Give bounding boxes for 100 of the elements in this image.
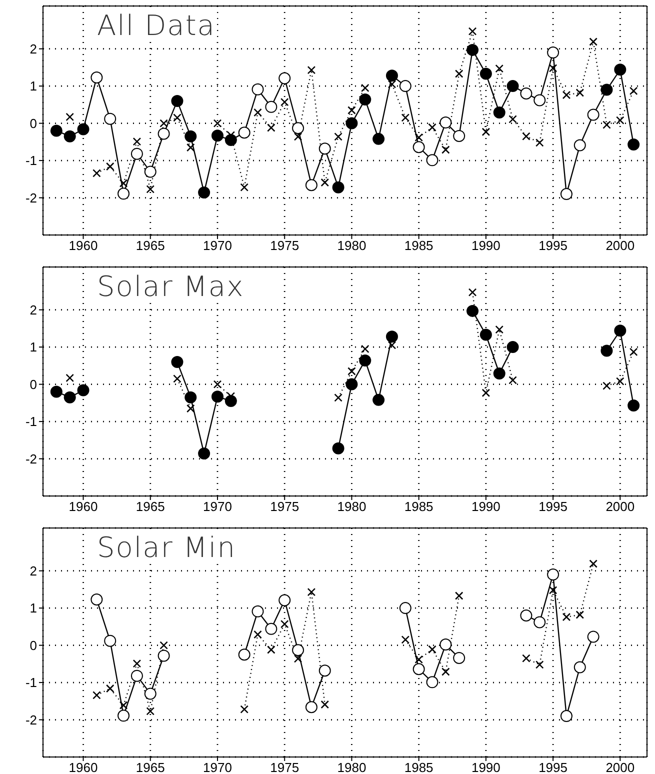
point bbox=[238, 126, 250, 139]
point bbox=[508, 376, 517, 384]
point bbox=[77, 384, 90, 396]
point bbox=[560, 188, 572, 200]
x-tick-label: 2000 bbox=[606, 238, 635, 254]
point bbox=[360, 344, 370, 354]
x-tick-label: 1970 bbox=[203, 499, 232, 514]
x-tick-label: 1965 bbox=[136, 499, 165, 514]
x-tick-label: 1995 bbox=[538, 238, 568, 254]
point bbox=[442, 146, 450, 154]
point bbox=[386, 330, 398, 343]
point bbox=[495, 325, 504, 334]
point bbox=[90, 71, 103, 84]
x-tick-label: 1980 bbox=[337, 760, 366, 774]
point bbox=[602, 120, 611, 129]
x-tick-label: 1990 bbox=[471, 499, 500, 514]
point bbox=[547, 568, 560, 581]
point bbox=[412, 141, 425, 154]
x-tick-label: 1970 bbox=[203, 238, 232, 254]
point bbox=[535, 660, 544, 669]
point bbox=[560, 710, 572, 722]
point bbox=[454, 592, 464, 600]
point bbox=[160, 119, 168, 128]
point bbox=[399, 80, 412, 92]
point bbox=[104, 634, 116, 647]
point bbox=[278, 594, 291, 606]
point bbox=[348, 367, 356, 376]
point bbox=[453, 652, 466, 664]
point bbox=[171, 356, 184, 368]
point bbox=[119, 179, 128, 188]
y-tick-label: 0 bbox=[30, 116, 37, 131]
chart-title: Solar Min bbox=[95, 531, 238, 564]
point bbox=[173, 374, 182, 383]
point bbox=[305, 701, 318, 714]
point bbox=[66, 374, 74, 382]
point bbox=[401, 636, 410, 644]
point bbox=[92, 169, 101, 178]
point bbox=[535, 138, 544, 147]
point bbox=[629, 86, 638, 96]
point bbox=[574, 661, 586, 674]
point bbox=[104, 112, 116, 125]
point bbox=[562, 90, 571, 100]
y-tick-label: 1 bbox=[30, 600, 37, 616]
x-tick-label: 1985 bbox=[404, 499, 434, 514]
x-tick-label: 1975 bbox=[270, 238, 300, 254]
y-tick-label: -2 bbox=[25, 712, 37, 728]
point bbox=[426, 154, 438, 166]
point bbox=[211, 390, 224, 403]
point bbox=[213, 380, 222, 388]
chart-title: Solar Max bbox=[95, 270, 246, 303]
point bbox=[92, 691, 101, 700]
point bbox=[307, 588, 316, 596]
x-tick-label: 1990 bbox=[471, 238, 500, 254]
point bbox=[372, 394, 385, 406]
point bbox=[482, 388, 490, 398]
point bbox=[587, 108, 600, 121]
point bbox=[294, 132, 302, 141]
point bbox=[146, 707, 155, 716]
x-tick-label: 1965 bbox=[136, 238, 165, 254]
point bbox=[548, 64, 558, 72]
point bbox=[587, 630, 600, 643]
x-tick-label: 1970 bbox=[203, 760, 232, 774]
x-tick-label: 1960 bbox=[68, 238, 98, 254]
point bbox=[160, 641, 168, 650]
point bbox=[198, 448, 210, 460]
point bbox=[454, 70, 464, 78]
point bbox=[522, 132, 530, 140]
point bbox=[453, 130, 466, 142]
point bbox=[158, 128, 170, 140]
point bbox=[547, 46, 560, 59]
y-tick-label: 2 bbox=[30, 302, 37, 318]
point bbox=[307, 66, 316, 74]
point bbox=[522, 654, 530, 662]
point bbox=[401, 114, 410, 122]
point bbox=[506, 341, 519, 354]
point bbox=[576, 610, 584, 619]
point bbox=[482, 128, 490, 136]
x-tick-label: 2000 bbox=[606, 499, 635, 514]
point bbox=[616, 377, 624, 386]
point bbox=[186, 143, 195, 152]
point bbox=[252, 605, 264, 618]
point bbox=[428, 645, 436, 654]
point bbox=[132, 659, 142, 668]
point bbox=[240, 183, 248, 192]
x-tick-label: 1995 bbox=[538, 499, 568, 514]
y-tick-label: -2 bbox=[25, 190, 37, 206]
point bbox=[254, 108, 262, 117]
point bbox=[495, 64, 504, 73]
point bbox=[278, 72, 291, 84]
point bbox=[106, 684, 114, 693]
point bbox=[50, 386, 62, 398]
point bbox=[90, 593, 103, 606]
point bbox=[146, 185, 155, 194]
point bbox=[238, 648, 250, 661]
point bbox=[348, 106, 356, 114]
point bbox=[265, 100, 278, 113]
point bbox=[468, 27, 477, 36]
point bbox=[602, 382, 611, 390]
y-tick-label: -1 bbox=[25, 153, 37, 168]
point bbox=[629, 348, 638, 356]
